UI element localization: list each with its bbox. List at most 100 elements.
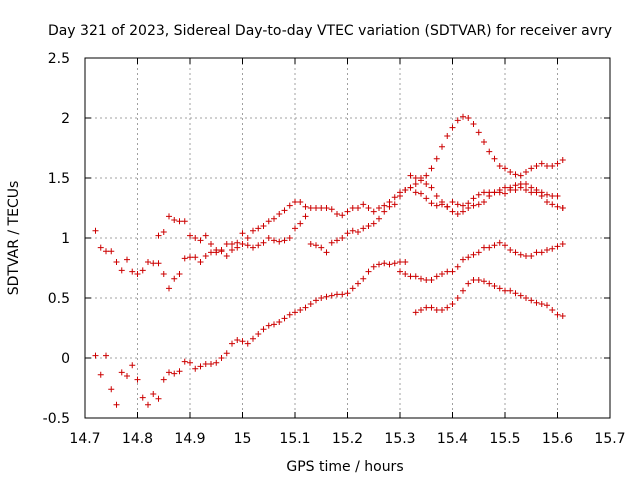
data-point-marker xyxy=(223,241,230,247)
data-point-marker xyxy=(407,184,414,191)
data-point-marker xyxy=(187,359,193,366)
data-point-marker xyxy=(554,160,561,167)
data-point-marker xyxy=(260,223,267,229)
data-point-marker xyxy=(523,169,529,175)
data-point-marker xyxy=(297,307,304,313)
data-point-marker xyxy=(370,220,377,227)
data-point-marker xyxy=(412,309,419,316)
data-point-marker xyxy=(313,205,319,211)
data-point-marker xyxy=(318,205,325,211)
data-point-marker xyxy=(229,241,235,247)
data-point-marker xyxy=(460,208,466,215)
data-point-marker xyxy=(428,184,435,191)
data-point-marker xyxy=(433,307,440,313)
data-point-marker xyxy=(286,202,293,209)
data-point-marker xyxy=(286,311,293,318)
data-point-marker xyxy=(512,182,519,189)
data-point-marker xyxy=(223,253,230,259)
data-point-marker xyxy=(155,260,162,267)
data-point-marker xyxy=(150,391,157,397)
x-tick-label: 15.7 xyxy=(594,431,625,447)
tick-labels: 14.7 14.8 14.9 15 15.1 15.2 15.3 15.4 15.5 15.6 15… xyxy=(43,51,626,447)
data-point-marker xyxy=(502,287,508,294)
data-point-marker xyxy=(465,205,472,211)
data-point-marker xyxy=(523,295,529,301)
data-point-marker xyxy=(559,205,566,211)
data-point-marker xyxy=(454,211,461,217)
data-point-marker xyxy=(239,230,246,237)
data-point-marker xyxy=(402,271,409,277)
data-point-marker xyxy=(307,241,314,247)
data-point-marker xyxy=(276,238,283,245)
data-point-marker xyxy=(181,218,188,225)
data-point-marker xyxy=(554,243,561,250)
data-point-marker xyxy=(549,163,556,169)
data-point-marker xyxy=(418,275,424,282)
data-point-marker xyxy=(370,263,377,270)
data-point-marker xyxy=(538,301,545,307)
data-point-marker xyxy=(428,165,435,172)
data-point-marker xyxy=(218,355,225,361)
data-point-marker xyxy=(276,211,283,217)
data-point-marker xyxy=(376,261,382,268)
data-point-marker xyxy=(523,253,529,259)
data-point-marker xyxy=(202,361,209,367)
data-point-marker xyxy=(187,232,193,239)
data-point-marker xyxy=(491,283,498,289)
data-point-marker xyxy=(318,244,325,251)
data-point-marker xyxy=(213,359,220,366)
data-point-marker xyxy=(334,211,340,217)
data-point-marker xyxy=(554,193,561,199)
data-point-marker xyxy=(449,199,456,205)
data-point-marker xyxy=(549,193,556,199)
data-point-marker xyxy=(376,215,382,222)
data-point-marker xyxy=(423,277,430,283)
data-point-marker xyxy=(344,230,351,237)
data-point-marker xyxy=(549,201,556,208)
data-point-marker xyxy=(244,242,251,249)
data-point-marker xyxy=(496,187,503,193)
data-point-marker xyxy=(381,208,388,215)
data-point-marker xyxy=(475,277,482,283)
data-point-marker xyxy=(507,184,514,191)
data-point-marker xyxy=(533,187,540,193)
data-point-marker xyxy=(397,268,403,275)
data-point-marker xyxy=(160,376,167,383)
data-point-marker xyxy=(444,203,451,210)
data-point-marker xyxy=(412,181,419,187)
data-point-marker xyxy=(297,199,304,205)
data-point-marker xyxy=(281,207,288,214)
data-point-marker xyxy=(166,369,172,376)
data-point-marker xyxy=(250,335,256,342)
data-point-marker xyxy=(302,203,309,210)
data-point-marker xyxy=(502,190,508,197)
data-point-marker xyxy=(202,232,209,239)
x-axis-title: GPS time / hours xyxy=(286,459,403,475)
data-point-marker xyxy=(171,217,178,223)
data-point-marker xyxy=(339,212,346,219)
data-point-marker xyxy=(470,251,477,258)
data-point-marker xyxy=(302,213,309,220)
data-point-marker xyxy=(349,205,356,211)
data-point-marker xyxy=(496,163,503,169)
data-point-marker xyxy=(486,193,493,199)
data-point-marker xyxy=(234,337,241,343)
data-point-marker xyxy=(255,242,262,249)
data-point-marker xyxy=(129,362,136,369)
data-point-marker xyxy=(139,394,146,401)
data-point-marker xyxy=(554,311,561,318)
plot-frame xyxy=(84,57,611,419)
data-point-marker xyxy=(460,113,466,120)
data-point-marker xyxy=(349,285,356,292)
data-point-marker xyxy=(307,205,314,211)
data-point-marker xyxy=(355,229,361,235)
data-point-marker xyxy=(407,273,414,280)
data-point-marker xyxy=(103,352,109,359)
data-point-marker xyxy=(118,267,125,274)
data-point-marker xyxy=(134,271,141,277)
data-point-marker xyxy=(554,203,561,210)
data-point-marker xyxy=(470,121,477,127)
data-point-marker xyxy=(512,290,519,297)
data-point-marker xyxy=(418,175,424,181)
